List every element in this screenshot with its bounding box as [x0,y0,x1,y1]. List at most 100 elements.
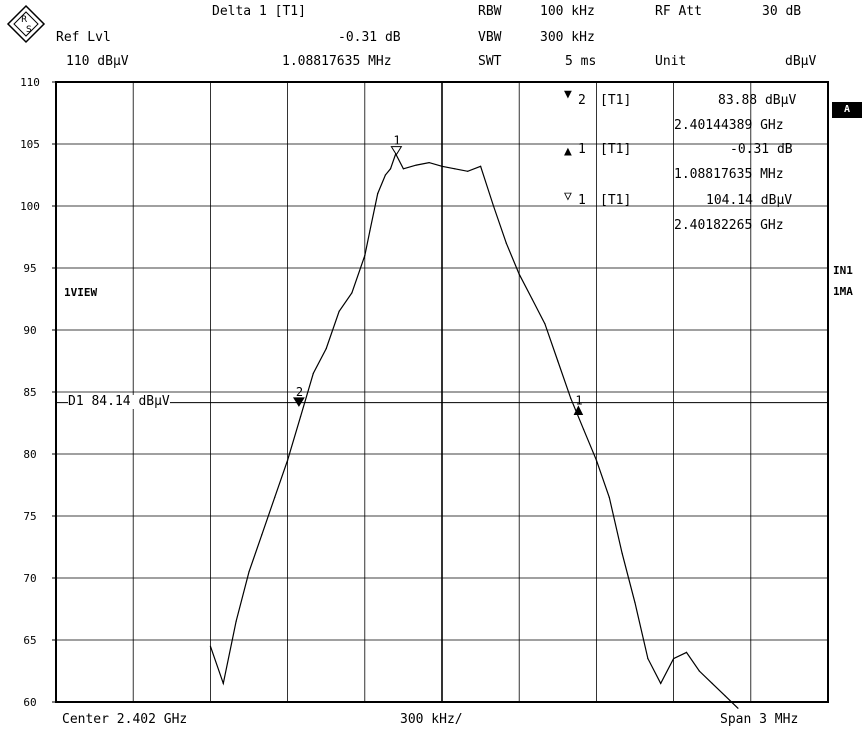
trace-point [454,168,456,170]
trace-point [544,323,546,325]
trace-point [261,534,263,536]
trace-point [338,310,340,312]
trace-point [369,230,371,232]
rbw-value: 100 kHz [540,4,595,19]
trace-point [389,168,392,170]
vbw-label: VBW [478,30,502,45]
marker-2-label: 2 [296,385,303,399]
swt-label: SWT [478,54,502,69]
marker-1-symbol [390,146,403,156]
rf-att-value: 30 dB [762,4,802,19]
marker-1-label: 1 [393,134,400,148]
y-tick-label: 95 [23,262,36,275]
trace-point [299,416,302,418]
y-tick-label: 80 [23,448,36,461]
marker-row-1-symbol: ▼ [564,87,572,102]
trace-point [209,645,211,647]
trace-point [274,496,276,498]
trace-point [518,273,520,275]
unit-value: dBµV [785,54,817,69]
division-span: 300 kHz/ [400,712,463,727]
trace-point [698,670,700,672]
trace-a-badge: A [832,102,862,118]
svg-text:S: S [26,25,32,35]
vbw-value: 300 kHz [540,30,595,45]
trace-point [492,205,495,207]
trace-1-view-label: 1VIEW [64,286,98,299]
trace-point [222,682,224,685]
marker-row-2-freq: 1.08817635 MHz [674,167,784,182]
trace-point [441,165,443,167]
trace-point [673,658,675,660]
plot-grid [52,81,829,703]
delta-value: -0.31 dB [338,30,401,45]
trace-point [287,459,289,461]
marker-row-3-symbol: ▽ [564,189,572,204]
trace-point [402,168,404,170]
trace-point [608,496,610,498]
input-1-label: IN1 [833,264,853,277]
marker-1-symbol [573,405,584,416]
ref-level-label: Ref Lvl [56,30,111,45]
trace-point [660,682,662,685]
trace-1-line [209,152,739,709]
trace-point [364,255,366,257]
y-tick-label: 70 [23,572,36,585]
trace-point [737,707,739,709]
marker-row-1-trace: [T1] [600,93,632,108]
marker-row-1-freq: 2.40144389 GHz [674,118,784,133]
marker-1-label: 1 [575,394,582,408]
marker-row-3-index: 1 [578,193,586,208]
trace-point [711,682,713,685]
marker-row-3-trace: [T1] [600,193,632,208]
marker-row-1-level: 83.88 dBµV [718,93,797,108]
swt-value: 5 ms [565,54,597,69]
trace-point [312,372,314,374]
y-tick-label: 65 [23,634,36,647]
trace-point [480,165,482,167]
trace-point [248,571,250,573]
y-tick-label: 110 [20,76,40,89]
rbw-label: RBW [478,4,502,19]
trace-point [384,174,386,176]
center-frequency: Center 2.402 GHz [62,712,188,727]
marker-row-2-level: -0.31 dB [730,142,793,157]
rf-att-label: RF Att [655,4,702,19]
display-line-d1-label: D1 84.14 dBµV [68,394,170,409]
marker-row-1-index: 2 [578,93,586,108]
y-tick-label: 105 [20,138,40,151]
trace-point [595,459,598,461]
trace-1-max-label: 1MA [833,285,853,298]
svg-text:R: R [21,15,27,25]
trace-point [377,193,379,195]
marker-row-2-symbol: ▲ [564,144,572,159]
trace-point [415,164,417,166]
marker-2-symbol [292,397,305,407]
trace-point [428,162,430,164]
trace-point [467,170,469,172]
trace-point [235,620,237,623]
trace-point [647,658,649,660]
trace-point [557,360,559,362]
y-tick-label: 85 [23,386,36,399]
y-tick-label: 90 [23,324,36,337]
total-span: Span 3 MHz [720,712,799,727]
trace-point [325,348,327,350]
delta-marker-label: Delta 1 [T1] [212,4,306,19]
trace-point [351,292,353,294]
ref-level-value: 110 dBµV [66,54,129,69]
marker-row-3-freq: 2.40182265 GHz [674,218,784,233]
marker-row-3-level: 104.14 dBµV [706,193,793,208]
trace-point [724,695,726,697]
markers-layer: 1 2 1 [292,134,584,416]
marker-row-2-index: 1 [578,142,586,157]
trace-point [531,298,533,300]
rohde-schwarz-logo-icon: R S [6,4,46,44]
trace-layer [209,152,739,709]
y-tick-label: 60 [23,696,36,709]
marker-row-2-trace: [T1] [600,142,632,157]
y-tick-label: 100 [20,200,40,213]
y-tick-labels: 60 65 70 75 80 85 90 95 100 105 110 [20,76,40,709]
trace-point [582,428,585,430]
